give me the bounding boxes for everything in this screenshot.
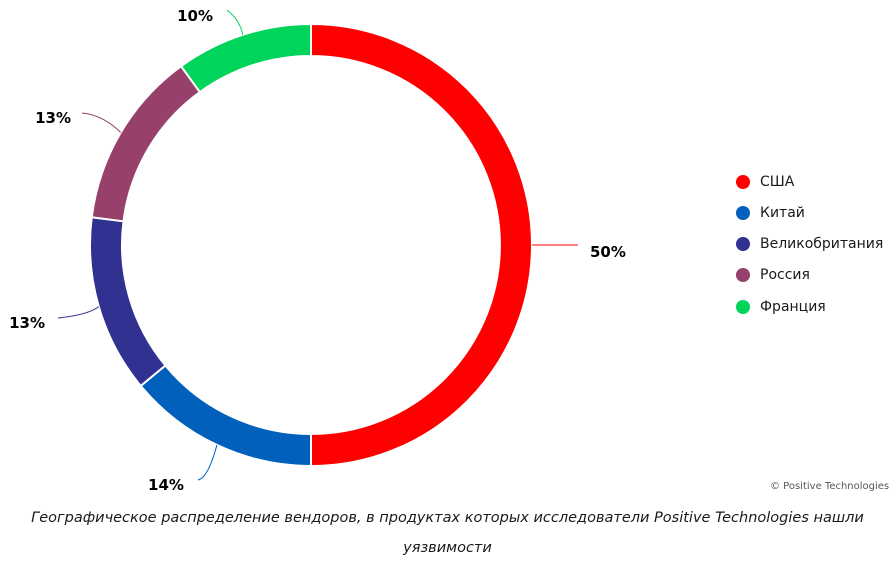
data-label-usa: 50% — [590, 243, 626, 261]
slice-usa[interactable] — [310, 22, 533, 468]
legend-label-china: Китай — [760, 204, 805, 221]
leader-russia — [81, 112, 122, 133]
donut-chart: 50% 14% 13% 13% 10% — [9, 7, 626, 494]
legend-label-russia: Россия — [760, 267, 810, 284]
chart-legend: США Китай Великобритания Россия Франция — [736, 166, 883, 322]
data-label-uk: 13% — [9, 314, 45, 332]
legend-label-usa: США — [760, 173, 795, 190]
legend-marker-russia — [736, 268, 750, 283]
data-label-france: 10% — [177, 7, 213, 25]
slice-france[interactable] — [179, 22, 312, 94]
legend-label-france: Франция — [760, 298, 826, 315]
legend-label-uk: Великобритания — [760, 236, 884, 253]
leader-china — [197, 444, 218, 481]
data-labels: 50% 14% 13% 13% 10% — [9, 7, 626, 494]
figure-caption: Географическое распределение вендоров, в… — [31, 510, 864, 556]
leader-uk — [57, 306, 100, 319]
legend-item-france[interactable]: Франция — [736, 291, 883, 322]
legend-marker-china — [736, 205, 750, 220]
donut-slices — [89, 22, 533, 468]
slice-russia[interactable] — [90, 64, 202, 223]
data-label-china: 14% — [148, 476, 184, 494]
legend-item-china[interactable]: Китай — [736, 197, 883, 228]
legend-item-uk[interactable]: Великобритания — [736, 229, 883, 260]
legend-marker-uk — [736, 237, 750, 252]
data-label-russia: 13% — [35, 109, 71, 127]
leader-france — [226, 9, 244, 35]
copyright-notice: © Positive Technologies — [770, 481, 890, 492]
legend-item-usa[interactable]: США — [736, 166, 883, 197]
legend-marker-france — [736, 299, 750, 314]
label-leader-lines — [57, 9, 578, 481]
slice-china[interactable] — [139, 364, 312, 468]
legend-item-russia[interactable]: Россия — [736, 260, 883, 291]
legend-marker-usa — [736, 174, 750, 189]
slice-uk[interactable] — [89, 216, 167, 388]
